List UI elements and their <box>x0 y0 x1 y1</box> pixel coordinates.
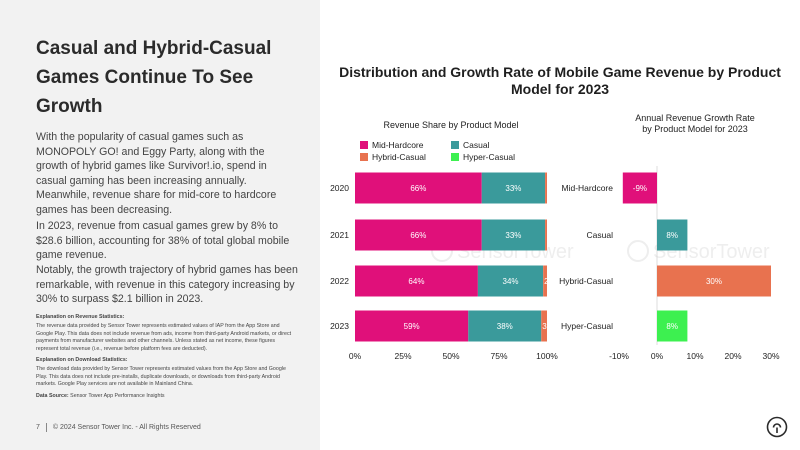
chart-title: Revenue Share by Product Model <box>383 120 518 130</box>
data-label: 2 <box>544 277 549 286</box>
legend-swatch <box>360 141 368 149</box>
revenue-note-heading: Explanation on Revenue Statistics: <box>36 314 125 320</box>
data-source: Data Source: Sensor Tower App Performanc… <box>36 393 296 400</box>
bar <box>481 219 546 251</box>
footer: 7 © 2024 Sensor Tower Inc. - All Rights … <box>36 423 201 432</box>
chart-main-title: Distribution and Growth Rate of Mobile G… <box>339 64 781 97</box>
tick-label: 10% <box>686 351 703 361</box>
left-panel: Casual and Hybrid-Casual Games Continue … <box>0 0 320 450</box>
download-note-body: The download data provided by Sensor Tow… <box>36 366 286 388</box>
data-label: 33% <box>505 184 521 193</box>
bar <box>657 265 771 297</box>
page-title: Casual and Hybrid-Casual Games Continue … <box>36 38 272 117</box>
tick-label: 50% <box>442 351 459 361</box>
tick-label: 75% <box>490 351 507 361</box>
tick-label: 2022 <box>330 276 349 286</box>
data-label: 8% <box>666 322 678 331</box>
tick-label: 2021 <box>330 230 349 240</box>
data-label: 30% <box>706 277 722 286</box>
tick-label: 100% <box>536 351 558 361</box>
bar <box>541 310 547 342</box>
data-label: 34% <box>503 277 519 286</box>
data-label: 38% <box>497 322 513 331</box>
tick-label: 25% <box>394 351 411 361</box>
data-label: 64% <box>408 277 424 286</box>
tick-label: 0% <box>651 351 664 361</box>
bar <box>355 265 478 297</box>
tick-label: 30% <box>762 351 779 361</box>
tick-label: 20% <box>724 351 741 361</box>
bar <box>545 219 547 251</box>
data-source-label: Data Source: <box>36 392 69 399</box>
watermark: SensorTower <box>627 240 770 263</box>
data-label: 59% <box>404 322 420 331</box>
tick-label: 2020 <box>330 183 349 193</box>
tick-label: 2023 <box>330 321 349 331</box>
copyright: © 2024 Sensor Tower Inc. - All Rights Re… <box>52 424 201 431</box>
data-source-text: Sensor Tower App Performance Insights <box>68 392 165 399</box>
legend-entry: Casual <box>463 140 490 150</box>
bar <box>657 310 688 342</box>
legend-entry: Hybrid-Casual <box>372 152 426 162</box>
body-paragraph-3: Notably, the growth trajectory of hybrid… <box>36 264 298 306</box>
data-label: 3 <box>542 322 547 331</box>
chart-title: by Product Model for 2023 <box>642 124 748 134</box>
legend-swatch <box>360 153 368 161</box>
page-number: 7 <box>36 424 40 431</box>
tick-label: Hyper-Casual <box>561 321 613 331</box>
tick-label: -10% <box>609 351 629 361</box>
legend-entry: Mid-Hardcore <box>372 140 424 150</box>
footer-divider <box>45 423 47 432</box>
legend-swatch <box>451 153 459 161</box>
legend-entry: Hyper-Casual <box>463 152 515 162</box>
tick-label: Hybrid-Casual <box>559 276 613 286</box>
data-label: 8% <box>666 231 678 240</box>
download-note-heading: Explanation on Download Statistics: <box>36 357 128 364</box>
sensor-tower-logo-icon <box>766 416 788 438</box>
bar <box>657 219 688 251</box>
bar <box>468 310 542 342</box>
bar <box>622 172 657 204</box>
data-label: 66% <box>410 231 426 240</box>
bar <box>355 219 482 251</box>
data-label: 33% <box>505 231 521 240</box>
tick-label: 0% <box>349 351 362 361</box>
chart-panel: Distribution and Growth Rate of Mobile G… <box>320 0 800 450</box>
bar <box>481 172 546 204</box>
bar <box>477 265 544 297</box>
data-label: -9% <box>633 184 647 193</box>
body-paragraph-1: With the popularity of casual games such… <box>36 131 277 216</box>
footnotes: Explanation on Revenue Statistics: The r… <box>36 314 296 400</box>
chart-title: Annual Revenue Growth Rate <box>635 113 755 123</box>
bar <box>355 310 469 342</box>
bar <box>545 172 547 204</box>
tick-label: Casual <box>587 230 614 240</box>
tick-label: Mid-Hardcore <box>562 183 614 193</box>
revenue-note-body: The revenue data provided by Sensor Towe… <box>36 323 292 352</box>
body-paragraph-2: In 2023, revenue from casual games grew … <box>36 220 290 262</box>
bar <box>543 265 547 297</box>
data-label: 66% <box>410 184 426 193</box>
legend-swatch <box>451 141 459 149</box>
bar <box>355 172 482 204</box>
